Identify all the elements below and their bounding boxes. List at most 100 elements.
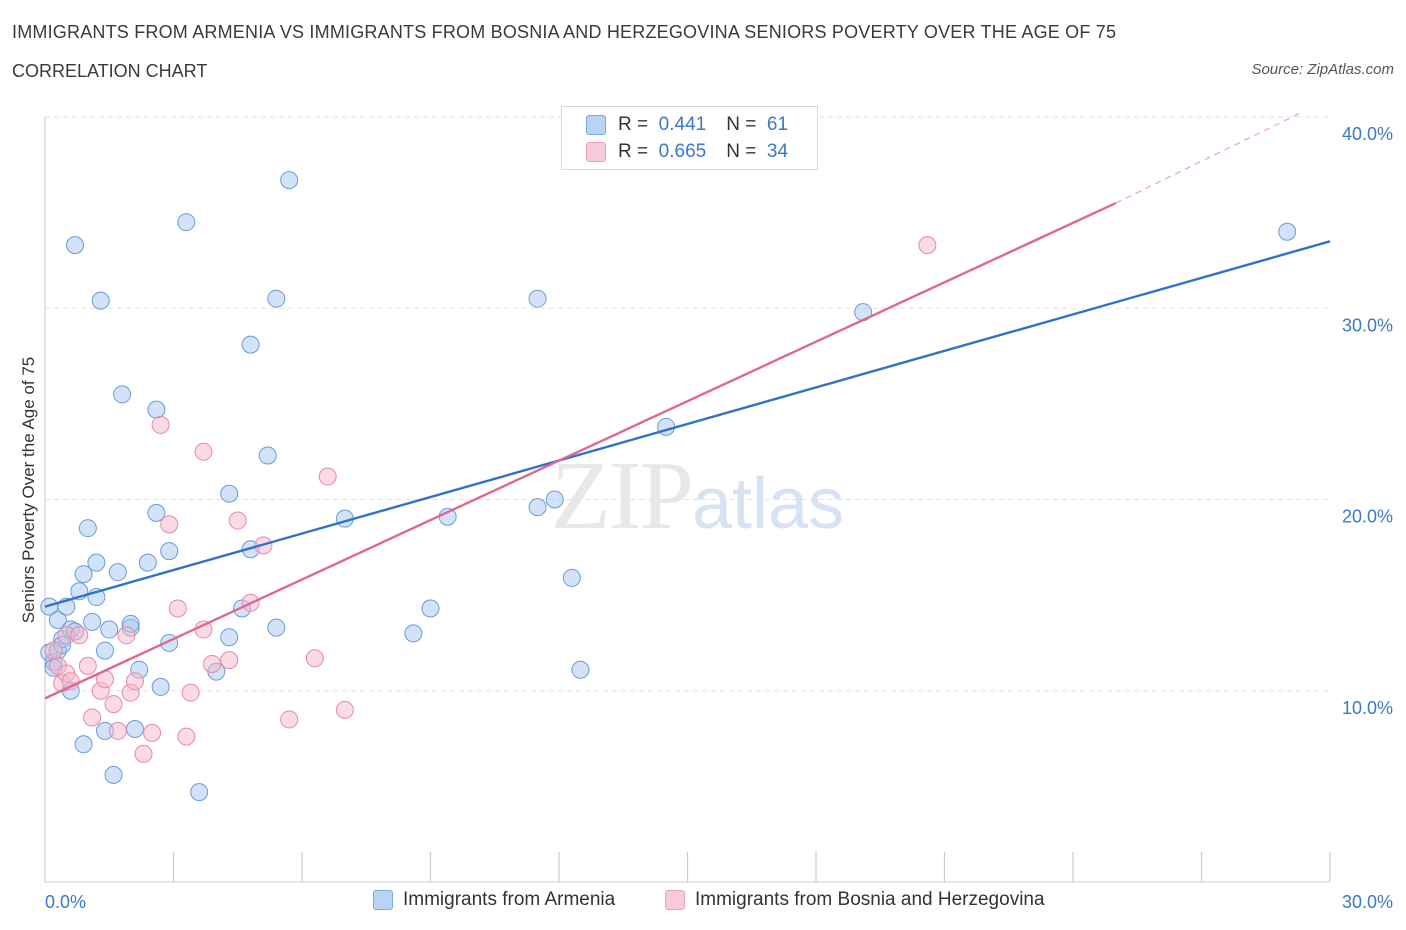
- armenia-point: [83, 612, 102, 631]
- legend-r-label: R =: [618, 114, 649, 135]
- armenia-point: [421, 599, 440, 618]
- bosnia-point: [280, 710, 299, 729]
- watermark-atlas: atlas: [692, 464, 845, 544]
- armenia-point: [95, 641, 114, 660]
- armenia-point: [267, 289, 286, 308]
- bosnia-point: [108, 721, 127, 740]
- y-tick-label: 10.0%: [1342, 698, 1393, 718]
- armenia-point: [528, 289, 547, 308]
- bosnia-point: [228, 511, 247, 530]
- legend-label-bosnia: Immigrants from Bosnia and Herzegovina: [695, 889, 1045, 910]
- armenia-point: [160, 542, 179, 561]
- legend-row-bosnia: R = 0.665 N = 34: [586, 140, 788, 164]
- armenia-point: [78, 519, 97, 538]
- source-credit: Source: ZipAtlas.com: [1251, 61, 1394, 78]
- bosnia-point: [78, 656, 97, 675]
- legend-n-value-bosnia: 34: [766, 141, 789, 162]
- armenia-point: [113, 385, 132, 404]
- bosnia-point: [44, 641, 63, 660]
- x-tick-label: 0.0%: [45, 892, 86, 912]
- chart-subtitle: CORRELATION CHART: [12, 61, 208, 81]
- armenia-point: [74, 735, 93, 754]
- armenia-points: [40, 171, 1297, 802]
- bosnia-point: [318, 467, 337, 486]
- armenia-point: [125, 720, 144, 738]
- armenia-point: [147, 503, 166, 522]
- bosnia-point: [125, 672, 144, 691]
- stats-legend: R = 0.441 N = 61 R = 0.665 N = 34: [561, 106, 818, 170]
- bosnia-point: [194, 442, 213, 461]
- bosnia-point: [151, 415, 170, 434]
- watermark: ZIPatlas: [551, 440, 844, 552]
- bosnia-point: [335, 700, 354, 719]
- armenia-point: [571, 660, 590, 679]
- bosnia-point: [83, 708, 102, 727]
- armenia-point: [100, 620, 119, 639]
- armenia-point: [91, 291, 110, 310]
- armenia-point: [528, 498, 547, 517]
- armenia-point: [438, 507, 457, 526]
- armenia-point: [220, 628, 239, 647]
- armenia-point: [258, 446, 277, 465]
- armenia-point: [147, 400, 166, 419]
- armenia-point: [87, 553, 106, 572]
- bosnia-point: [305, 649, 324, 668]
- armenia-point: [177, 213, 196, 232]
- chart-title: IMMIGRANTS FROM ARMENIA VS IMMIGRANTS FR…: [12, 22, 1117, 42]
- watermark-zip: ZIP: [551, 442, 694, 550]
- legend-swatch-armenia: [586, 115, 606, 135]
- armenia-point: [267, 618, 286, 637]
- legend-n-value-armenia: 61: [766, 114, 789, 135]
- armenia-point: [404, 624, 423, 643]
- armenia-point: [151, 677, 170, 696]
- bosnia-point: [117, 626, 136, 645]
- armenia-point: [104, 765, 123, 784]
- x-tick-label: 30.0%: [1342, 892, 1393, 912]
- armenia-point: [241, 335, 260, 354]
- legend-n-label: N =: [726, 141, 757, 162]
- armenia-point: [48, 610, 67, 629]
- y-tick-label: 30.0%: [1342, 315, 1393, 335]
- legend-item-bosnia[interactable]: Immigrants from Bosnia and Herzegovina: [665, 889, 1045, 911]
- bosnia-trend-extension: [1115, 112, 1301, 204]
- series-legend: Immigrants from Armenia Immigrants from …: [0, 889, 1406, 915]
- legend-label-armenia: Immigrants from Armenia: [403, 889, 616, 910]
- bosnia-point: [168, 599, 187, 618]
- bosnia-point: [160, 515, 179, 534]
- armenia-point: [220, 484, 239, 503]
- legend-r-value-bosnia: 0.665: [658, 141, 707, 162]
- armenia-point: [562, 568, 581, 587]
- trend-lines: [44, 112, 1331, 700]
- bosnia-trend-line: [44, 201, 1117, 700]
- y-axis-label: Seniors Poverty Over the Age of 75: [19, 357, 38, 623]
- legend-row-armenia: R = 0.441 N = 61: [586, 113, 788, 137]
- armenia-point: [190, 783, 209, 802]
- armenia-point: [280, 171, 299, 190]
- armenia-point: [108, 563, 127, 582]
- armenia-point: [1278, 222, 1297, 241]
- legend-marker-bosnia: [665, 890, 685, 910]
- axes: [44, 117, 1331, 883]
- bosnia-point: [177, 727, 196, 746]
- legend-r-label: R =: [618, 141, 649, 162]
- armenia-point: [74, 565, 93, 584]
- bosnia-point: [134, 744, 153, 763]
- bosnia-point: [220, 651, 239, 670]
- y-tick-label: 40.0%: [1342, 124, 1393, 144]
- bosnia-point: [70, 626, 89, 645]
- legend-item-armenia[interactable]: Immigrants from Armenia: [373, 889, 615, 911]
- armenia-point: [545, 490, 564, 509]
- armenia-point: [65, 236, 84, 255]
- bosnia-point: [104, 695, 123, 714]
- y-tick-label: 20.0%: [1342, 507, 1393, 527]
- bosnia-point: [203, 654, 222, 673]
- tick-labels: 10.0% 20.0% 30.0% 40.0% 0.0% 30.0%: [45, 124, 1393, 912]
- bosnia-points: [44, 236, 937, 763]
- armenia-point: [138, 553, 157, 572]
- bosnia-point: [181, 683, 200, 702]
- legend-n-label: N =: [726, 114, 757, 135]
- legend-swatch-bosnia: [586, 142, 606, 162]
- bosnia-point: [918, 236, 937, 255]
- legend-r-value-armenia: 0.441: [658, 114, 707, 135]
